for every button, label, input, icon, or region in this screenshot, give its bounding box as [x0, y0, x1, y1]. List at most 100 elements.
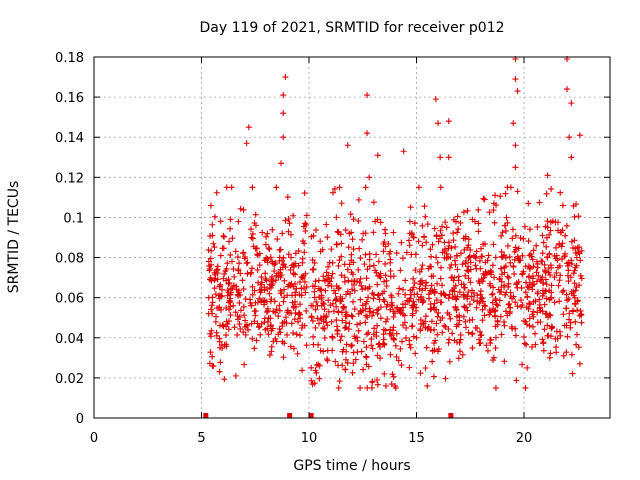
data-point	[514, 188, 521, 195]
data-point	[433, 233, 440, 240]
data-point	[212, 291, 219, 298]
data-point	[236, 289, 243, 296]
data-point	[299, 238, 306, 245]
data-point	[272, 277, 279, 284]
data-point	[297, 311, 304, 318]
data-point	[533, 258, 540, 265]
data-point	[289, 262, 296, 269]
data-point	[542, 276, 549, 283]
data-point	[462, 272, 469, 279]
data-point	[211, 269, 218, 276]
y-tick-label: 0.16	[55, 91, 84, 106]
data-point	[422, 365, 429, 372]
data-point	[554, 257, 561, 264]
data-point	[470, 297, 477, 304]
data-point	[224, 287, 231, 294]
data-point	[324, 356, 331, 363]
data-point	[284, 309, 291, 316]
data-point	[277, 266, 284, 273]
data-point	[539, 274, 546, 281]
data-point	[360, 338, 367, 345]
data-point	[509, 325, 516, 332]
data-point	[216, 368, 223, 375]
y-tick-label: 0.08	[55, 252, 84, 267]
data-point	[276, 307, 283, 314]
data-point	[556, 240, 563, 247]
data-point	[575, 249, 582, 256]
data-point	[442, 219, 449, 226]
data-point	[419, 242, 426, 249]
data-point	[464, 293, 471, 300]
data-point	[337, 293, 344, 300]
data-point	[222, 267, 229, 274]
data-point	[548, 282, 555, 289]
data-point	[532, 341, 539, 348]
data-point	[272, 335, 279, 342]
data-point	[566, 310, 573, 317]
data-point	[492, 295, 499, 302]
data-point	[529, 273, 536, 280]
data-point	[280, 354, 287, 361]
data-point	[355, 217, 362, 224]
data-point	[419, 287, 426, 294]
data-point	[415, 184, 422, 191]
data-point	[316, 320, 323, 327]
data-point	[527, 264, 534, 271]
data-point	[560, 311, 567, 318]
data-point	[375, 258, 382, 265]
data-point	[411, 301, 418, 308]
data-point	[428, 263, 435, 270]
data-point	[438, 299, 445, 306]
data-point	[294, 350, 301, 357]
data-point	[333, 317, 340, 324]
x-tick-label: 5	[197, 431, 205, 446]
data-point	[407, 204, 414, 211]
data-point	[466, 301, 473, 308]
data-point	[449, 330, 456, 337]
data-point	[408, 231, 415, 238]
data-point	[296, 291, 303, 298]
data-point	[486, 209, 493, 216]
data-point	[395, 357, 402, 364]
data-point	[433, 306, 440, 313]
data-point	[419, 262, 426, 269]
data-point	[568, 238, 575, 245]
data-point	[477, 332, 484, 339]
data-point	[533, 278, 540, 285]
data-point	[456, 289, 463, 296]
data-point	[301, 249, 308, 256]
data-point	[325, 272, 332, 279]
data-point	[465, 275, 472, 282]
data-point	[519, 252, 526, 259]
data-point	[282, 217, 289, 224]
data-point	[460, 293, 467, 300]
data-point	[366, 263, 373, 270]
data-point	[382, 318, 389, 325]
data-point	[295, 262, 302, 269]
data-point	[339, 348, 346, 355]
data-point	[244, 259, 251, 266]
data-point	[422, 313, 429, 320]
data-point	[355, 327, 362, 334]
data-point	[355, 266, 362, 273]
data-point	[455, 226, 462, 233]
data-point	[338, 240, 345, 247]
data-point	[249, 283, 256, 290]
data-point	[366, 250, 373, 257]
data-point	[287, 343, 294, 350]
data-point	[509, 295, 516, 302]
data-point	[362, 184, 369, 191]
data-point	[265, 331, 272, 338]
data-point	[571, 280, 578, 287]
data-point	[531, 281, 538, 288]
data-point	[213, 329, 220, 336]
data-point	[398, 362, 405, 369]
data-point	[308, 377, 315, 384]
data-point	[359, 236, 366, 243]
data-point	[487, 271, 494, 278]
data-point	[362, 353, 369, 360]
data-point	[464, 207, 471, 214]
x-axis-label: GPS time / hours	[293, 458, 410, 474]
data-point	[373, 251, 380, 258]
data-point	[434, 331, 441, 338]
